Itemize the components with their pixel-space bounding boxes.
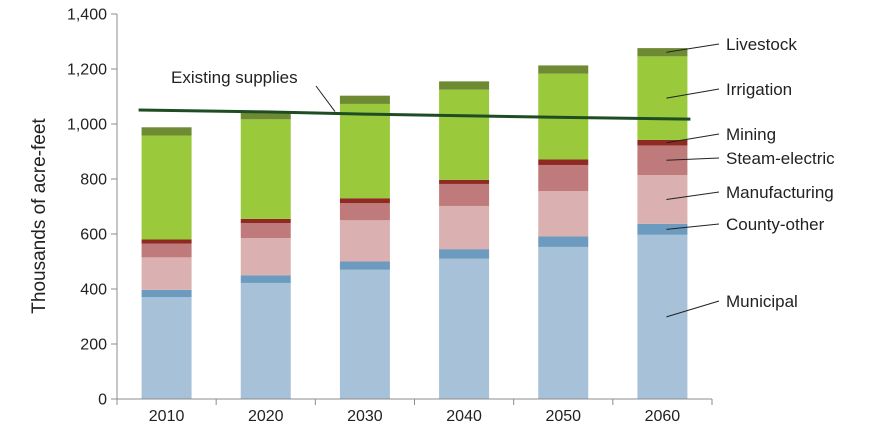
legend-label-irrigation: Irrigation	[726, 80, 792, 99]
y-tick-label: 600	[80, 227, 107, 244]
legend-leader-mining	[666, 133, 720, 144]
bar-segment-irrigation-2020	[240, 119, 291, 219]
legend-leader-manufacturing	[666, 191, 720, 200]
bar-segment-livestock-2040	[439, 81, 490, 90]
bar-segment-steam-electric-2030	[339, 203, 390, 221]
x-tick-label: 2030	[347, 408, 383, 425]
existing-supplies-label: Existing supplies	[171, 68, 298, 87]
bar-segment-livestock-2020	[240, 111, 291, 120]
bar-segment-municipal-2010	[141, 297, 192, 399]
bar-segment-livestock-2050	[538, 65, 589, 74]
legend-label-municipal: Municipal	[726, 292, 798, 311]
y-tick-label: 1,400	[67, 7, 107, 24]
bar-segment-steam-electric-2020	[240, 223, 291, 239]
existing-supplies-line-group: Existing supplies	[138, 68, 691, 121]
x-tick-label: 2020	[248, 408, 284, 425]
bar-segment-livestock-2030	[339, 95, 390, 104]
y-tick-label: 200	[80, 337, 107, 354]
x-tick-label: 2010	[149, 408, 185, 425]
bar-segment-county-other-2030	[339, 261, 390, 270]
y-tick-label: 1,200	[67, 62, 107, 79]
bar-segment-livestock-2010	[141, 127, 192, 136]
bar-segment-irrigation-2030	[339, 103, 390, 199]
legend: Municipal County-other Manufacturing Steam-…	[666, 35, 835, 318]
y-tick-label: 0	[98, 392, 107, 409]
legend-label-manufacturing: Manufacturing	[726, 183, 834, 202]
bar-segment-county-other-2050	[538, 236, 589, 247]
bar-segment-mining-2050	[538, 159, 589, 165]
bar-segment-livestock-2060	[637, 48, 688, 57]
legend-label-county-other: County-other	[726, 215, 825, 234]
bar-segment-irrigation-2060	[637, 56, 688, 140]
bar-segment-steam-electric-2010	[141, 243, 192, 258]
bar-segment-manufacturing-2030	[339, 220, 390, 262]
legend-leader-irrigation	[666, 88, 720, 99]
bar-segment-mining-2040	[439, 179, 490, 184]
existing-supplies-leader	[315, 85, 336, 112]
bar-segment-county-other-2010	[141, 289, 192, 298]
bar-segment-mining-2060	[637, 139, 688, 146]
bar-segment-county-other-2040	[439, 249, 490, 259]
bar-segment-municipal-2040	[439, 258, 490, 399]
y-tick-label: 400	[80, 282, 107, 299]
bar-segment-municipal-2020	[240, 282, 291, 399]
bar-segment-irrigation-2010	[141, 135, 192, 240]
bar-segment-county-other-2060	[637, 223, 688, 235]
x-axis: 2010 2020 2030 2040 2050 2060	[116, 398, 713, 425]
bar-segment-municipal-2050	[538, 246, 589, 399]
x-tick-label: 2060	[645, 408, 681, 425]
bar-segment-manufacturing-2040	[439, 205, 490, 250]
legend-label-livestock: Livestock	[726, 35, 797, 54]
bar-segment-municipal-2060	[637, 234, 688, 399]
bar-segment-steam-electric-2060	[637, 145, 688, 176]
y-axis: 0 200 400 600 800 1,000 1,200 1,400	[67, 7, 118, 409]
y-tick-label: 1,000	[67, 117, 107, 134]
bar-segment-steam-electric-2040	[439, 183, 490, 206]
bar-segment-county-other-2020	[240, 275, 291, 283]
bar-segment-manufacturing-2020	[240, 238, 291, 276]
y-axis-label: Thousands of acre-feet	[29, 118, 50, 314]
legend-leader-county-other	[666, 223, 720, 230]
bar-segment-municipal-2030	[339, 269, 390, 399]
legend-leader-municipal	[666, 300, 720, 318]
legend-leader-steam-electric	[666, 157, 720, 161]
bar-segment-manufacturing-2050	[538, 191, 589, 237]
x-tick-label: 2040	[446, 408, 482, 425]
y-tick-label: 800	[80, 172, 107, 189]
existing-supplies-line	[138, 108, 691, 121]
bar-segment-mining-2020	[240, 218, 291, 223]
bar-segment-irrigation-2040	[439, 89, 490, 180]
legend-label-steam-electric: Steam-electric	[726, 149, 835, 168]
bar-segment-steam-electric-2050	[538, 164, 589, 192]
legend-leader-livestock	[666, 43, 720, 53]
x-tick-label: 2050	[545, 408, 581, 425]
bar-segment-manufacturing-2060	[637, 175, 688, 224]
bar-segment-mining-2030	[339, 198, 390, 204]
bar-segment-mining-2010	[141, 239, 192, 244]
bars	[141, 48, 688, 399]
legend-label-mining: Mining	[726, 125, 776, 144]
bar-segment-manufacturing-2010	[141, 257, 192, 290]
